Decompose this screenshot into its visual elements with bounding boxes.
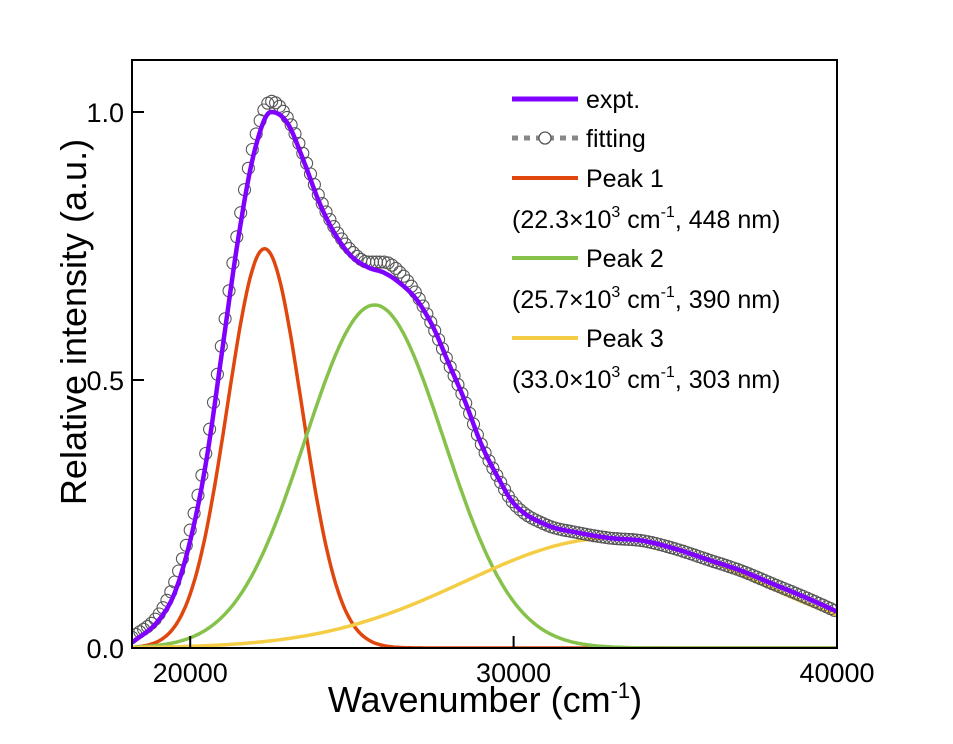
fitting-point [478,446,492,460]
fitting-point [490,468,504,482]
peak2-detail-sup3: 3 [611,284,620,301]
peak3-detail-pre: (33.0×10 [512,366,611,394]
peak1-detail-sup1: -1 [661,204,675,221]
legend-marker-fitting [538,131,552,145]
peak2-detail-post: , 390 nm) [675,286,781,314]
fitting-point [509,499,523,513]
plot-area [132,94,837,648]
peak1-detail-mid: cm [620,206,660,234]
y-tick-label: 1.0 [86,98,124,128]
fitting-point [393,265,407,279]
legend-detail-peak3: (33.0×103 cm-1, 303 nm) [512,364,780,394]
fitting-point [486,461,500,475]
fitting-point [389,261,403,275]
plot-frame [131,59,838,649]
peak2-detail-pre: (25.7×10 [512,286,611,314]
fitting-point [482,454,496,468]
legend-label-peak1: Peak 1 [586,165,664,193]
peak2-detail-sup1: -1 [661,284,675,301]
peak3-detail-post: , 303 nm) [675,366,781,394]
x-tick-label: 40000 [799,658,874,688]
fitting-point [451,378,465,392]
x-tick-label: 30000 [476,658,551,688]
x-axis-title-close: ) [630,679,642,720]
legend-detail-peak2: (25.7×103 cm-1, 390 nm) [512,284,780,314]
fitting-point [505,495,519,509]
fitting-point [447,369,461,383]
curves-layer [132,94,837,648]
expt-curve [132,109,837,645]
peak1-detail-pre: (22.3×10 [512,206,611,234]
peak3-detail-sup3: 3 [611,364,620,381]
peak1-curve [132,246,837,648]
fitting-point [498,482,512,497]
legend-label-peak2: Peak 2 [586,245,664,273]
peak1-detail-sup3: 3 [611,204,620,221]
peak3-detail-sup1: -1 [661,364,675,381]
fitting-point [521,509,535,523]
fitting-point [269,96,283,110]
fitting-point [428,324,442,338]
x-axis-title-superscript: -1 [611,678,631,703]
legend-label-fitting: fitting [586,125,646,153]
legend-detail-peak1: (22.3×103 cm-1, 448 nm) [512,204,780,234]
peak2-detail-mid: cm [620,286,660,314]
fitting-point [494,475,508,489]
fitting-point [424,315,438,329]
y-tick-label: 0.5 [86,366,124,396]
fitting-point [827,603,837,617]
fitting-point [443,360,457,374]
legend: expt. fitting Peak 1 (22.3×103 cm-1, 448… [512,86,780,394]
fitting-point [517,506,531,520]
fitting-point [474,437,488,451]
x-axis-title: Wavenumber (cm-1) [328,678,642,720]
peak3-detail-mid: cm [620,366,660,394]
fitting-point [455,387,469,401]
peak2-curve [132,303,837,648]
peak1-detail-post: , 448 nm) [675,206,781,234]
legend-label-peak3: Peak 3 [586,325,664,353]
fitting-point [397,269,411,283]
x-tick-label: 20000 [153,658,228,688]
fitting-point [385,258,399,272]
legend-label-expt: expt. [586,86,640,114]
y-axis-title: Relative intensity (a.u.) [53,139,94,505]
x-axis-title-main: Wavenumber (cm [328,679,611,720]
ticks-layer: 20000 30000 40000 0.0 0.5 1.0 [86,98,874,688]
y-tick-label: 0.0 [86,634,124,664]
